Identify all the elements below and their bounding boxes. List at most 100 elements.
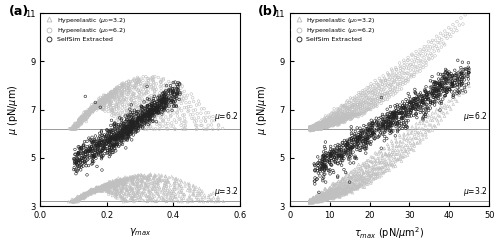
Point (136, 114, 144, 118)
Point (120, 99, 128, 103)
Point (88, 106, 96, 110)
Point (145, 111, 153, 115)
Point (106, 136, 114, 140)
Point (315, 127, 323, 131)
Point (354, 143, 362, 147)
Point (380, 161, 388, 165)
Point (148, 104, 156, 108)
Point (430, 82, 438, 86)
Point (312, 196, 320, 200)
Point (89, 142, 97, 146)
Point (97, 101, 105, 105)
Point (406, 97, 414, 101)
Point (350, 182, 358, 186)
Point (157, 109, 165, 113)
Point (104, 134, 112, 138)
Point (72, 198, 80, 202)
Point (316, 158, 324, 162)
Point (453, 29, 461, 33)
Point (130, 85, 138, 89)
Point (105, 100, 113, 103)
Point (404, 119, 412, 123)
Point (378, 93, 386, 97)
Point (133, 121, 141, 124)
Point (351, 97, 359, 101)
Point (146, 110, 154, 114)
Point (164, 100, 172, 104)
Point (403, 102, 411, 105)
Point (154, 102, 162, 106)
Point (446, 87, 454, 91)
Point (362, 109, 370, 113)
Point (322, 120, 330, 124)
Point (117, 190, 125, 194)
Point (84, 113, 92, 117)
Point (76, 122, 84, 126)
Point (430, 88, 438, 92)
Point (320, 122, 328, 125)
Point (418, 97, 426, 101)
Point (78, 115, 86, 119)
Point (123, 176, 131, 180)
Point (146, 108, 154, 112)
Point (88, 145, 96, 149)
Point (387, 115, 395, 119)
Point (317, 125, 325, 129)
Point (154, 94, 162, 98)
Point (92, 105, 100, 109)
Point (347, 148, 355, 152)
Point (447, 72, 455, 76)
Point (165, 176, 173, 180)
Point (386, 124, 394, 128)
Point (350, 109, 358, 113)
Point (88, 187, 96, 191)
Point (323, 192, 331, 196)
Point (85, 190, 93, 194)
Point (354, 169, 362, 173)
Point (421, 97, 429, 101)
Point (346, 148, 354, 152)
Point (100, 183, 108, 187)
Point (344, 188, 351, 192)
Point (98, 154, 106, 158)
Point (161, 94, 169, 98)
Point (124, 127, 132, 131)
Point (314, 194, 322, 198)
Point (116, 134, 124, 138)
Point (114, 179, 122, 183)
Point (105, 93, 113, 97)
Point (444, 72, 452, 76)
Point (350, 187, 358, 191)
Point (355, 130, 363, 134)
Point (104, 149, 112, 153)
Point (388, 83, 396, 87)
Point (97, 188, 105, 192)
Point (396, 61, 404, 65)
Point (96, 143, 104, 147)
Point (324, 119, 332, 123)
Point (338, 105, 346, 109)
Point (144, 185, 152, 188)
Point (330, 194, 338, 198)
Point (88, 155, 96, 159)
Point (370, 131, 378, 135)
Point (156, 116, 164, 120)
Point (119, 98, 127, 102)
Point (75, 195, 83, 199)
Point (148, 187, 156, 191)
Point (356, 133, 364, 137)
Point (74, 152, 82, 156)
Point (140, 109, 147, 113)
Point (120, 183, 128, 187)
Point (316, 123, 324, 127)
Point (82, 194, 90, 198)
Point (180, 124, 188, 128)
Point (342, 179, 350, 183)
Point (365, 175, 373, 179)
Point (80, 116, 88, 120)
Point (90, 188, 98, 192)
Point (308, 125, 316, 129)
Point (140, 106, 148, 110)
Point (70, 166, 78, 170)
Point (142, 91, 150, 95)
